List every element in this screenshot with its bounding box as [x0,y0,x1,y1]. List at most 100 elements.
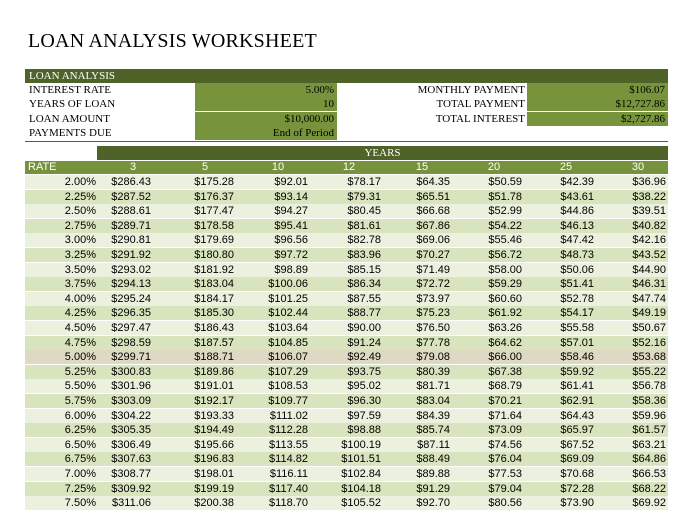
payment-cell: $42.39 [560,176,594,188]
payment-cell: $76.50 [416,322,450,334]
analysis-row: INTEREST RATE 5.00% MONTHLY PAYMENT $106.07 [25,83,668,97]
payment-cell: $50.59 [488,176,522,188]
payment-cell: $44.90 [632,263,666,276]
rate-cell: 3.50% [64,263,96,276]
payment-cell: $93.14 [274,190,308,203]
rate-cell: 4.25% [64,307,96,320]
payment-cell: $112.28 [269,424,308,437]
payment-cell: $52.99 [488,205,522,218]
payment-cell: $300.83 [111,365,151,378]
rate-cell: 7.50% [64,497,96,510]
payment-cell: $95.02 [347,380,381,393]
years-column-header: 12 [342,161,356,173]
payment-cell: $89.88 [416,468,450,480]
rate-cell: 2.00% [64,176,96,188]
payment-cell: $73.09 [488,424,522,437]
payment-cell: $76.04 [488,453,522,466]
table-row: 5.75% $303.09 $192.17 $109.77 $96.30 $83.04 $7… [25,394,668,409]
table-row: 6.75% $307.63 $196.83 $114.82 $101.51 $88.49 $… [25,452,668,468]
table-row: 7.00% $308.77 $198.01 $116.11 $102.84 $89.88 $… [25,467,668,482]
payment-cell: $100.06 [268,278,308,291]
payment-cell: $73.90 [560,497,594,510]
payment-cell: $52.16 [632,336,666,349]
table-row: 3.00% $290.81 $179.69 $96.56 $82.78 $69.06 $55… [25,233,668,249]
analysis-input-value[interactable]: End of Period [195,126,337,140]
payment-cell: $74.56 [488,438,522,451]
payment-cell: $114.82 [269,453,308,466]
rate-cell: 6.00% [64,409,96,422]
page-title: LOAN ANALYSIS WORKSHEET [28,30,317,52]
analysis-input-value[interactable]: $10,000.00 [195,112,337,126]
years-column-header: 25 [559,161,573,173]
payment-cell: $79.08 [416,351,450,364]
analysis-result-label: TOTAL INTEREST [435,113,525,125]
table-row: 3.50% $293.02 $181.92 $98.89 $85.15 $71.49 $58… [25,262,668,278]
table-row: 3.25% $291.92 $180.80 $97.72 $83.96 $70.27 $56… [25,248,668,263]
payment-cell: $191.01 [194,380,234,393]
analysis-result-value: $2,727.86 [527,112,668,126]
payment-cell: $200.38 [194,497,234,510]
payment-cell: $117.40 [269,482,308,495]
payment-cell: $49.19 [632,307,666,320]
payment-cell: $100.19 [341,438,381,451]
payment-cell: $308.77 [111,468,151,480]
payment-cell: $36.96 [632,176,666,188]
payment-cell: $294.13 [111,278,151,291]
payment-cell: $198.01 [194,468,234,480]
payment-cell: $113.55 [269,438,308,451]
payment-cell: $58.36 [632,395,666,407]
payment-cell: $84.39 [416,409,450,422]
payment-cell: $295.24 [111,292,151,305]
payment-cell: $90.00 [347,322,381,334]
payment-cell: $106.07 [268,351,308,364]
payment-cell: $46.31 [632,278,666,291]
payment-cell: $55.58 [560,322,594,334]
payment-cell: $61.57 [632,424,666,437]
payment-cell: $69.09 [560,453,594,466]
payment-cell: $67.38 [488,365,522,378]
payment-cell: $79.04 [488,482,522,495]
payment-cell: $178.58 [194,219,234,232]
table-row: 4.25% $296.35 $185.30 $102.44 $88.77 $75.23 $6… [25,306,668,322]
payment-cell: $42.16 [632,234,666,247]
analysis-row: YEARS OF LOAN 10 TOTAL PAYMENT $12,727.86 [25,97,668,111]
table-row: 7.50% $311.06 $200.38 $118.70 $105.52 $92.70 $… [25,496,668,512]
rate-cell: 5.00% [64,351,96,364]
rate-cell: 3.00% [64,234,96,247]
payment-cell: $77.78 [416,336,450,349]
section-divider [25,141,668,142]
payment-cell: $286.43 [111,176,151,188]
payment-cell: $50.67 [632,322,666,334]
payment-cell: $109.77 [268,395,308,407]
payment-cell: $50.06 [560,263,594,276]
years-column-header: 5 [201,161,209,173]
payment-cell: $92.70 [416,497,450,510]
payment-cell: $104.18 [341,482,381,495]
table-row: 5.00% $299.71 $188.71 $106.07 $92.49 $79.08 $6… [25,350,668,366]
payment-cell: $196.83 [194,453,234,466]
payment-cell: $54.17 [560,307,594,320]
table-row: 2.50% $288.61 $177.47 $94.27 $80.45 $66.68 $52… [25,204,668,220]
rate-cell: 4.75% [64,336,96,349]
table-row: 2.75% $289.71 $178.58 $95.41 $81.61 $67.86 $54… [25,218,668,234]
rate-cell: 2.25% [64,190,96,203]
payment-cell: $58.00 [488,263,522,276]
payment-cell: $288.61 [111,205,151,218]
payment-cell: $65.97 [560,424,594,437]
table-row: 5.50% $301.96 $191.01 $108.53 $95.02 $81.71 $6… [25,379,668,395]
payment-cell: $48.73 [560,249,594,261]
payment-cell: $57.01 [560,336,594,349]
payment-cell: $59.92 [560,365,594,378]
payment-cell: $306.49 [111,438,151,451]
analysis-input-value[interactable]: 5.00% [195,83,337,97]
rate-cell: 4.50% [64,322,96,334]
payment-cell: $309.92 [111,482,151,495]
rate-cell: 5.25% [64,365,96,378]
payment-cell: $103.64 [268,322,308,334]
payment-cell: $59.29 [488,278,522,291]
payment-cell: $54.22 [488,219,522,232]
payment-cell: $43.61 [560,190,594,203]
years-column-header: 20 [487,161,501,173]
analysis-input-value[interactable]: 10 [195,97,337,111]
payment-cell: $71.49 [416,263,450,276]
